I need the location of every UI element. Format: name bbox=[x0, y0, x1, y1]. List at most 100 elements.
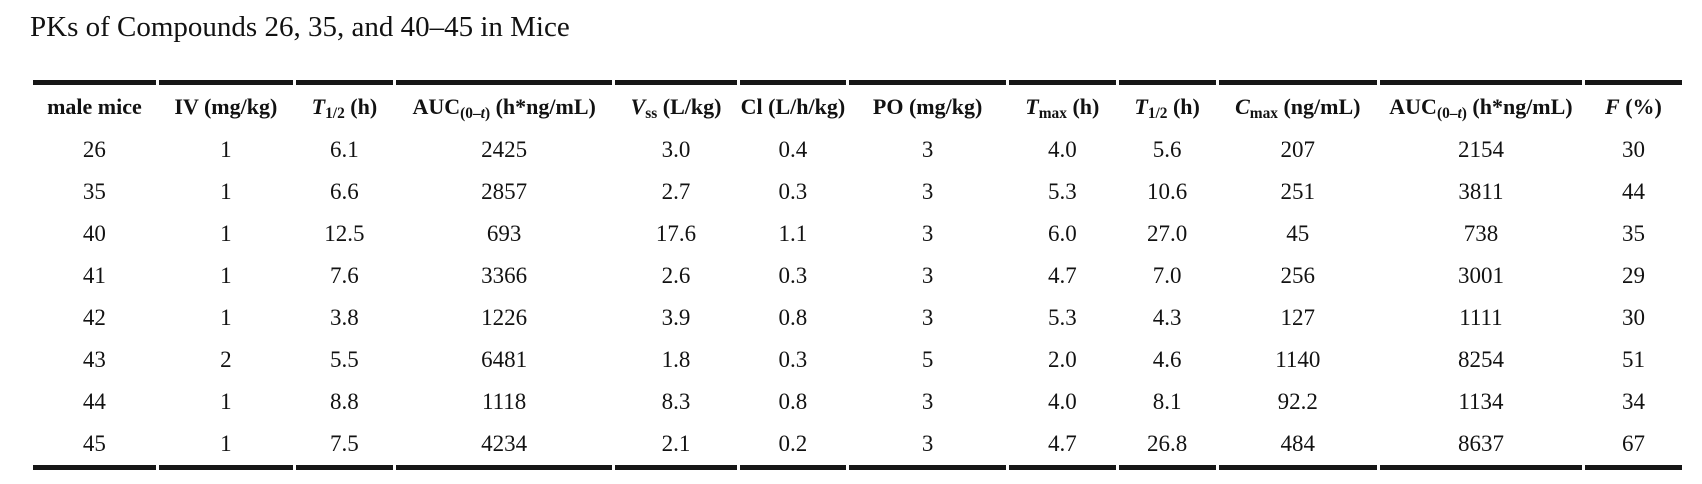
cell-cmax: 251 bbox=[1280, 179, 1316, 204]
cell-po-dose: 3 bbox=[921, 389, 934, 414]
cell-f: 51 bbox=[1621, 347, 1645, 372]
cell-iv-dose: 1 bbox=[220, 263, 232, 288]
cell-iv-dose: 2 bbox=[220, 347, 232, 372]
cell-auc-po: 1111 bbox=[1459, 305, 1503, 330]
compound-id: 40 bbox=[82, 221, 106, 246]
compound-id: 41 bbox=[82, 263, 106, 288]
cell-cmax: 45 bbox=[1286, 221, 1310, 246]
cell-vss: 8.3 bbox=[661, 389, 691, 414]
cell-t12-po: 8.1 bbox=[1152, 389, 1182, 414]
compound-id: 43 bbox=[82, 347, 106, 372]
cell-f: 67 bbox=[1584, 423, 1682, 470]
cell-tmax: 4.7 bbox=[1047, 263, 1077, 288]
compound-id: 45 bbox=[33, 423, 156, 470]
cell-auc-po: 8637 bbox=[1379, 423, 1582, 470]
table-row-compound-43: 43 2 5.5 6481 1.8 0.3 5 2.0 4.6 1140 8254 51 bbox=[33, 339, 1682, 381]
cell-tmax: 4.0 bbox=[1047, 389, 1077, 414]
cell-vss: 2.6 bbox=[661, 263, 691, 288]
cell-f: 30 bbox=[1621, 305, 1645, 330]
column-header-auc-po: AUC(0–t) (h*ng/mL) bbox=[1379, 80, 1582, 129]
table-title: PKs of Compounds 26, 35, and 40–45 in Mi… bbox=[30, 11, 570, 43]
cell-auc-iv: 3366 bbox=[481, 263, 528, 288]
column-header-f: F (%) bbox=[1584, 80, 1682, 129]
cell-t12-iv: 7.5 bbox=[295, 423, 393, 470]
cell-cmax: 92.2 bbox=[1277, 389, 1318, 414]
cell-t12-iv: 6.6 bbox=[330, 179, 359, 204]
cell-auc-po: 3811 bbox=[1458, 179, 1504, 204]
table-row-compound-40: 40 1 12.5 693 17.6 1.1 3 6.0 27.0 45 738 35 bbox=[33, 213, 1682, 255]
cell-auc-iv: 2857 bbox=[481, 179, 528, 204]
cell-f: 30 bbox=[1621, 137, 1645, 162]
column-header-t12-iv: T1/2 (h) bbox=[295, 80, 393, 129]
cell-auc-iv: 6481 bbox=[481, 347, 528, 372]
cell-tmax: 4.7 bbox=[1009, 423, 1116, 470]
cell-vss: 3.9 bbox=[661, 305, 691, 330]
cell-auc-po: 2154 bbox=[1457, 137, 1504, 162]
cell-tmax: 5.3 bbox=[1047, 179, 1077, 204]
cell-auc-iv: 1118 bbox=[482, 389, 527, 414]
cell-vss: 17.6 bbox=[655, 221, 697, 246]
cell-po-dose: 3 bbox=[921, 137, 934, 162]
cell-cmax: 127 bbox=[1280, 305, 1316, 330]
cell-cmax: 256 bbox=[1280, 263, 1316, 288]
table-row-compound-42: 42 1 3.8 1226 3.9 0.8 3 5.3 4.3 127 1111 30 bbox=[33, 297, 1682, 339]
cell-cl: 0.3 bbox=[778, 263, 808, 288]
cell-t12-po: 7.0 bbox=[1152, 263, 1182, 288]
cell-t12-po: 4.3 bbox=[1152, 305, 1182, 330]
table-row-compound-35: 35 1 6.6 2857 2.7 0.3 3 5.3 10.6 251 3811 44 bbox=[33, 171, 1682, 213]
cell-t12-iv: 12.5 bbox=[324, 221, 365, 246]
cell-auc-po: 738 bbox=[1463, 221, 1499, 246]
cell-iv-dose: 1 bbox=[220, 179, 232, 204]
cell-vss: 2.7 bbox=[661, 179, 691, 204]
cell-tmax: 2.0 bbox=[1047, 347, 1077, 372]
column-header-po-dose: PO (mg/kg) bbox=[849, 80, 1006, 129]
cell-cl: 0.3 bbox=[778, 179, 808, 204]
cell-iv-dose: 1 bbox=[220, 221, 232, 246]
pk-table: male mice IV (mg/kg) T1/2 (h) AUC(0–t) (h*n… bbox=[30, 80, 1685, 470]
cell-cl: 0.8 bbox=[778, 305, 808, 330]
cell-t12-po: 26.8 bbox=[1118, 423, 1216, 470]
cell-cl: 0.2 bbox=[739, 423, 847, 470]
cell-t12-iv: 5.5 bbox=[330, 347, 359, 372]
table-row-compound-44: 44 1 8.8 1118 8.3 0.8 3 4.0 8.1 92.2 1134 34 bbox=[33, 381, 1682, 423]
column-header-cmax: Cmax (ng/mL) bbox=[1218, 80, 1377, 129]
table-row-compound-26: 26 1 6.1 2425 3.0 0.4 3 4.0 5.6 207 2154 30 bbox=[33, 129, 1682, 171]
cell-iv-dose: 1 bbox=[220, 389, 232, 414]
cell-tmax: 6.0 bbox=[1047, 221, 1077, 246]
column-header-tmax: Tmax (h) bbox=[1009, 80, 1116, 129]
cell-cmax: 207 bbox=[1280, 137, 1316, 162]
cell-iv-dose: 1 bbox=[220, 305, 232, 330]
cell-cl: 1.1 bbox=[778, 221, 808, 246]
table-row-compound-41: 41 1 7.6 3366 2.6 0.3 3 4.7 7.0 256 3001 29 bbox=[33, 255, 1682, 297]
cell-po-dose: 3 bbox=[849, 423, 1006, 470]
cell-t12-po: 4.6 bbox=[1152, 347, 1182, 372]
cell-auc-iv: 693 bbox=[486, 221, 522, 246]
cell-t12-iv: 3.8 bbox=[330, 305, 359, 330]
compound-id: 26 bbox=[82, 137, 106, 162]
table-row-compound-45: 45 1 7.5 4234 2.1 0.2 3 4.7 26.8 484 8637 67 bbox=[33, 423, 1682, 470]
cell-cmax: 1140 bbox=[1275, 347, 1321, 372]
cell-po-dose: 3 bbox=[921, 179, 934, 204]
column-header-auc-iv: AUC(0–t) (h*ng/mL) bbox=[395, 80, 613, 129]
cell-t12-iv: 6.1 bbox=[330, 137, 359, 162]
cell-po-dose: 5 bbox=[921, 347, 934, 372]
cell-iv-dose: 1 bbox=[220, 137, 232, 162]
cell-f: 44 bbox=[1621, 179, 1645, 204]
column-header-iv-dose: IV (mg/kg) bbox=[158, 80, 293, 129]
cell-auc-iv: 2425 bbox=[481, 137, 528, 162]
cell-t12-po: 10.6 bbox=[1146, 179, 1188, 204]
cell-f: 34 bbox=[1621, 389, 1645, 414]
cell-iv-dose: 1 bbox=[158, 423, 293, 470]
compound-id: 42 bbox=[82, 305, 106, 330]
cell-t12-iv: 7.6 bbox=[330, 263, 359, 288]
cell-vss: 2.1 bbox=[615, 423, 737, 470]
cell-auc-iv: 4234 bbox=[395, 423, 613, 470]
table-body: 26 1 6.1 2425 3.0 0.4 3 4.0 5.6 207 2154 30 35 1 6.6 28… bbox=[33, 129, 1682, 470]
cell-cl: 0.8 bbox=[778, 389, 808, 414]
cell-f: 35 bbox=[1621, 221, 1645, 246]
table-header-row: male mice IV (mg/kg) T1/2 (h) AUC(0–t) (h*n… bbox=[33, 80, 1682, 129]
column-header-cl: Cl (L/h/kg) bbox=[739, 80, 847, 129]
cell-t12-po: 27.0 bbox=[1146, 221, 1188, 246]
cell-po-dose: 3 bbox=[921, 263, 934, 288]
